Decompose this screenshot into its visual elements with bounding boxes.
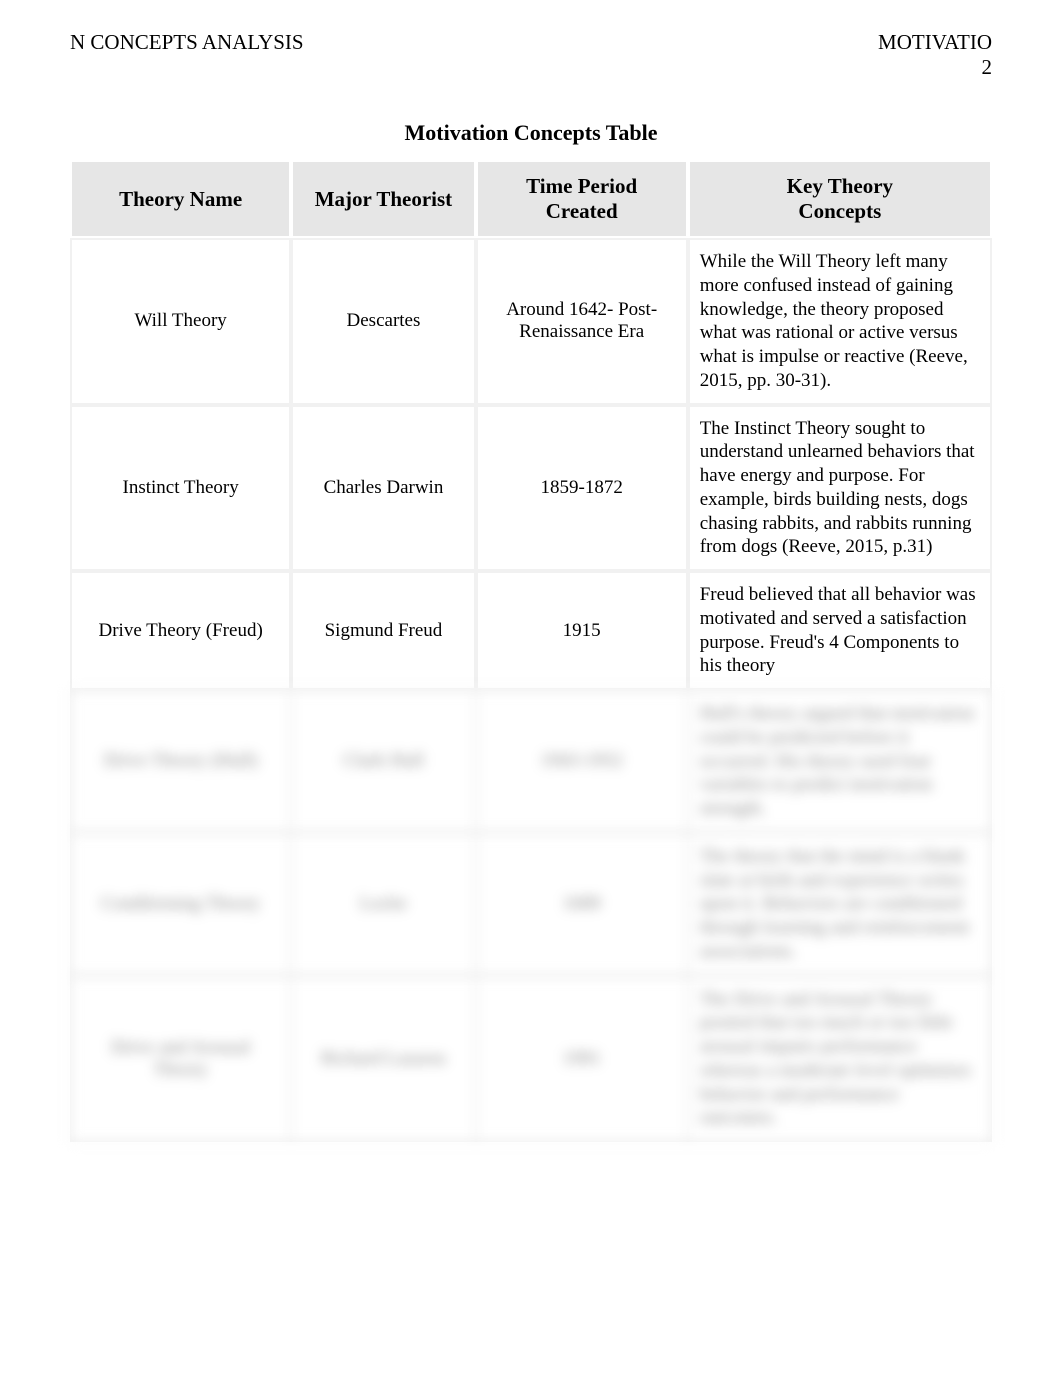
cell-concepts: The Drive and Arousal Theory posited tha…: [688, 976, 992, 1143]
cell-theorist: Clark Hull: [291, 690, 475, 833]
cell-concepts: The Instinct Theory sought to understand…: [688, 405, 992, 572]
table-row-blurred: Drive Theory (Hull) Clark Hull 1943-1952…: [70, 690, 992, 833]
cell-theory: Drive Theory (Freud): [70, 571, 291, 690]
cell-theorist: Locke: [291, 833, 475, 976]
cell-period: Around 1642- Post-Renaissance Era: [476, 238, 688, 405]
cell-period: 1943-1952: [476, 690, 688, 833]
cell-period: 1689: [476, 833, 688, 976]
motivation-table: Theory Name Major Theorist Time Period C…: [70, 160, 992, 1142]
running-head-left: N CONCEPTS ANALYSIS: [70, 30, 304, 55]
table-header: Theory Name Major Theorist Time Period C…: [70, 160, 992, 238]
cell-period: 1991: [476, 976, 688, 1143]
col-key-concepts: Key Theory Concepts: [688, 160, 992, 238]
cell-theory: Instinct Theory: [70, 405, 291, 572]
cell-theorist: Descartes: [291, 238, 475, 405]
col-key-concepts-l1: Key Theory: [787, 174, 893, 198]
col-key-concepts-l2: Concepts: [798, 199, 881, 223]
cell-concepts: Hull's theory argued that motivation cou…: [688, 690, 992, 833]
table-row: Will Theory Descartes Around 1642- Post-…: [70, 238, 992, 405]
cell-concepts: Freud believed that all behavior was mot…: [688, 571, 992, 690]
col-theory-name: Theory Name: [70, 160, 291, 238]
running-head-right-line2: 2: [878, 55, 992, 80]
table-row-blurred: Drive and Arousal Theory Richard Lazarus…: [70, 976, 992, 1143]
col-time-period-l1: Time Period: [526, 174, 637, 198]
running-head-right-line1: MOTIVATIO: [878, 30, 992, 55]
running-head: N CONCEPTS ANALYSIS MOTIVATIO 2: [70, 30, 992, 80]
table-header-row: Theory Name Major Theorist Time Period C…: [70, 160, 992, 238]
cell-theorist: Charles Darwin: [291, 405, 475, 572]
cell-period: 1859-1872: [476, 405, 688, 572]
cell-period: 1915: [476, 571, 688, 690]
cell-concepts: The theory that the mind is a blank slat…: [688, 833, 992, 976]
cell-theorist: Richard Lazarus: [291, 976, 475, 1143]
cell-theory: Will Theory: [70, 238, 291, 405]
col-time-period: Time Period Created: [476, 160, 688, 238]
table-row: Drive Theory (Freud) Sigmund Freud 1915 …: [70, 571, 992, 690]
cell-theory: Drive Theory (Hull): [70, 690, 291, 833]
document-page: N CONCEPTS ANALYSIS MOTIVATIO 2 Motivati…: [0, 0, 1062, 1376]
table-row-blurred: Conditioning Theory Locke 1689 The theor…: [70, 833, 992, 976]
cell-theory: Drive and Arousal Theory: [70, 976, 291, 1143]
running-head-left-line2: N CONCEPTS ANALYSIS: [70, 30, 304, 55]
cell-theorist: Sigmund Freud: [291, 571, 475, 690]
col-major-theorist: Major Theorist: [291, 160, 475, 238]
cell-theory: Conditioning Theory: [70, 833, 291, 976]
table-row: Instinct Theory Charles Darwin 1859-1872…: [70, 405, 992, 572]
cell-concepts: While the Will Theory left many more con…: [688, 238, 992, 405]
table-body: Will Theory Descartes Around 1642- Post-…: [70, 238, 992, 1142]
running-head-right: MOTIVATIO 2: [878, 30, 992, 80]
col-time-period-l2: Created: [546, 199, 618, 223]
table-title: Motivation Concepts Table: [70, 120, 992, 146]
